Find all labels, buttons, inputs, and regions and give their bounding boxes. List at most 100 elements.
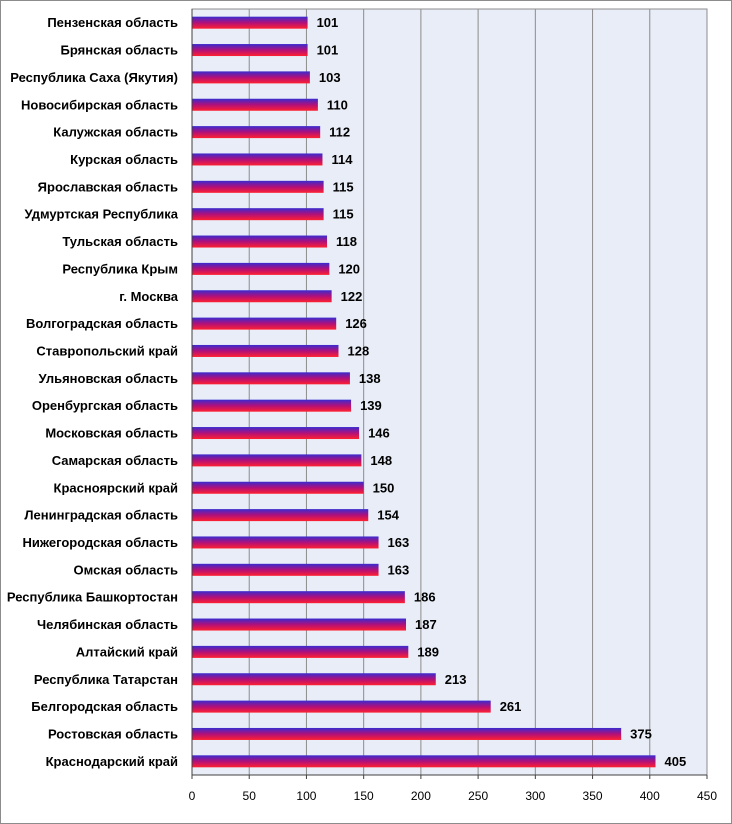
value-label: 115 — [333, 207, 354, 222]
value-label: 101 — [317, 43, 339, 58]
category-label: Калужская область — [53, 125, 178, 140]
bar — [192, 372, 350, 385]
category-label: г. Москва — [119, 289, 178, 304]
category-label: Ленинградская область — [24, 508, 178, 523]
bar — [192, 71, 310, 84]
category-label: Московская область — [45, 426, 178, 441]
category-label: Алтайский край — [76, 644, 178, 659]
bars — [192, 16, 656, 768]
value-label: 139 — [360, 398, 382, 413]
category-label: Белгородская область — [31, 699, 178, 714]
category-labels: Пензенская область Брянская область Респуб… — [7, 15, 179, 769]
value-label: 186 — [414, 590, 436, 605]
value-label: 115 — [333, 179, 354, 194]
value-label: 405 — [665, 754, 687, 769]
category-label: Омская область — [74, 562, 178, 577]
category-label: Самарская область — [52, 453, 178, 468]
category-label: Ростовская область — [48, 726, 178, 741]
bar — [192, 700, 491, 713]
bar — [192, 153, 323, 166]
category-label: Краснодарский край — [46, 754, 178, 769]
category-label: Республика Башкортостан — [7, 590, 178, 605]
bar — [192, 618, 407, 631]
category-label: Красноярский край — [54, 480, 178, 495]
bar — [192, 208, 324, 221]
value-label: 146 — [368, 426, 390, 441]
bar — [192, 180, 324, 193]
category-label: Волгоградская область — [26, 316, 178, 331]
value-label: 187 — [415, 617, 437, 632]
value-label: 189 — [417, 644, 439, 659]
x-tick-label: 300 — [525, 789, 545, 803]
category-label: Брянская область — [61, 43, 178, 58]
bar — [192, 454, 362, 467]
x-axis-ticks: 0 50 100 150 200 250 300 350 400 450 — [189, 774, 717, 803]
bar — [192, 262, 330, 275]
bar — [192, 727, 622, 740]
x-tick-label: 150 — [354, 789, 374, 803]
category-label: Оренбургская область — [32, 398, 178, 413]
bar — [192, 235, 328, 248]
value-label: 163 — [388, 562, 410, 577]
bar — [192, 98, 318, 111]
category-label: Удмуртская Республика — [24, 207, 178, 222]
value-label: 101 — [317, 15, 339, 30]
value-label: 213 — [445, 672, 467, 687]
bar — [192, 673, 436, 686]
category-label: Ярославская область — [38, 179, 178, 194]
category-label: Пензенская область — [47, 15, 178, 30]
x-tick-label: 400 — [640, 789, 660, 803]
value-label: 128 — [347, 343, 369, 358]
value-label: 118 — [336, 234, 357, 249]
value-label: 148 — [370, 453, 392, 468]
category-label: Ульяновская область — [39, 371, 178, 386]
category-label: Республика Саха (Якутия) — [10, 70, 178, 85]
bar — [192, 344, 339, 357]
bar — [192, 427, 360, 440]
value-label: 120 — [338, 261, 360, 276]
category-label: Нижегородская область — [22, 535, 178, 550]
bar — [192, 755, 656, 768]
category-label: Новосибирская область — [21, 97, 178, 112]
bar — [192, 126, 321, 139]
x-tick-label: 350 — [583, 789, 603, 803]
bar — [192, 591, 405, 604]
bar — [192, 317, 337, 330]
category-label: Курская область — [70, 152, 178, 167]
x-tick-label: 450 — [697, 789, 717, 803]
value-label: 122 — [341, 289, 363, 304]
value-label: 150 — [373, 480, 395, 495]
category-label: Челябинская область — [37, 617, 178, 632]
value-label: 126 — [345, 316, 367, 331]
x-tick-label: 250 — [468, 789, 488, 803]
value-label: 375 — [630, 726, 652, 741]
bar — [192, 44, 308, 57]
value-label: 114 — [331, 152, 353, 167]
x-tick-label: 100 — [296, 789, 316, 803]
value-label: 112 — [329, 125, 350, 140]
value-label: 154 — [377, 508, 399, 523]
bar — [192, 645, 409, 658]
bar — [192, 399, 352, 412]
x-tick-label: 50 — [243, 789, 257, 803]
value-label: 261 — [500, 699, 522, 714]
value-label: 103 — [319, 70, 341, 85]
category-label: Республика Татарстан — [34, 672, 178, 687]
x-tick-label: 200 — [411, 789, 431, 803]
value-label: 110 — [327, 97, 348, 112]
bar — [192, 16, 308, 29]
category-label: Республика Крым — [62, 261, 178, 276]
category-label: Тульская область — [62, 234, 178, 249]
value-label: 163 — [388, 535, 410, 550]
bar — [192, 509, 369, 522]
bar — [192, 290, 332, 303]
plot-area — [191, 8, 708, 776]
bar — [192, 536, 379, 549]
bar — [192, 481, 364, 494]
category-label: Ставропольский край — [36, 343, 178, 358]
value-labels: 101 101 103 110 112 114 115 115 118 120 122 126 128 1… — [317, 15, 687, 769]
x-tick-label: 0 — [189, 789, 196, 803]
bar — [192, 563, 379, 576]
value-label: 138 — [359, 371, 381, 386]
